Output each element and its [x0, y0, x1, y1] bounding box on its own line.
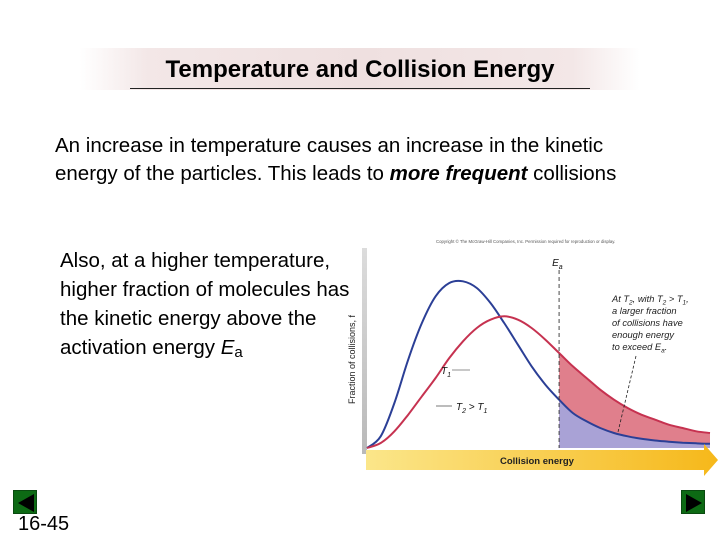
annotation-dashed-pointer — [617, 355, 637, 433]
t1-label-t: T — [441, 366, 448, 377]
intro-emphasis: more frequent — [389, 162, 528, 185]
activation-paragraph: Also, at a higher temperature, higher fr… — [60, 246, 350, 367]
t2-label-rest-sub: 1 — [484, 408, 488, 415]
triangle-right-icon — [686, 494, 702, 512]
annotation-text-segment: , — [686, 294, 689, 304]
curve-t1 — [366, 279, 711, 449]
chart-copyright: Copyright © The McGraw-Hill Companies, I… — [436, 239, 615, 244]
title-underline — [130, 88, 590, 89]
collision-energy-chart: Copyright © The McGraw-Hill Companies, I… — [347, 239, 718, 476]
next-slide-button[interactable] — [681, 490, 705, 514]
curve-t2 — [366, 315, 711, 449]
annotation-text-segment: to exceed E — [612, 342, 662, 352]
y-axis-label: Fraction of collisions, f — [347, 314, 357, 404]
annotation-text: At T2, with T2 > T1,a larger fractionof … — [611, 294, 689, 355]
ea-label-sub: a — [559, 264, 563, 271]
intro-text-1: An increase in temperature causes an inc… — [55, 134, 604, 185]
annotation-text-segment: At T — [611, 294, 630, 304]
activation-energy-label: Ea — [552, 258, 563, 271]
curve-lines — [366, 279, 711, 449]
annotation-line: a larger fraction — [612, 306, 677, 316]
t2-label-t: T — [456, 402, 463, 413]
annotation-text-segment: , with T — [633, 294, 664, 304]
annotation-text-segment: > T — [666, 294, 684, 304]
activation-subscript: a — [234, 344, 243, 361]
annotation-line: enough energy — [612, 330, 675, 340]
annotation-subscript: 2 — [628, 300, 633, 307]
annotation-text-segment: a larger fraction — [612, 306, 677, 316]
t2-label-rest: > T — [466, 402, 484, 413]
annotation-line: to exceed Ea. — [612, 342, 667, 355]
annotation-subscript: 1 — [683, 300, 687, 307]
y-axis-bar — [362, 248, 367, 454]
annotation-text-segment: . — [665, 342, 668, 352]
activation-symbol: E — [220, 336, 235, 359]
t2-curve-label: T2 > T1 — [456, 402, 488, 415]
x-axis-arrow — [366, 444, 718, 476]
annotation-subscript: 2 — [662, 300, 667, 307]
annotation-line: At T2, with T2 > T1, — [611, 294, 689, 307]
shaded-areas — [559, 353, 710, 448]
slide-number: 16-45 — [18, 513, 70, 535]
t1-curve-label: T1 — [441, 366, 451, 379]
t1-label-sub: 1 — [447, 372, 451, 379]
ea-label-e: E — [552, 258, 559, 269]
annotation-subscript: a — [661, 348, 665, 355]
intro-text-2: collisions — [527, 162, 617, 185]
intro-paragraph: An increase in temperature causes an inc… — [55, 132, 655, 188]
shaded-tail-t2 — [559, 353, 710, 448]
slide-title: Temperature and Collision Energy — [165, 56, 555, 83]
title-band — [80, 48, 640, 90]
previous-slide-button[interactable] — [13, 490, 37, 514]
t2-label-sub: 2 — [461, 408, 466, 415]
x-axis-label: Collision energy — [500, 456, 575, 467]
activation-text: Also, at a higher temperature, higher fr… — [60, 249, 350, 359]
annotation-text-segment: enough energy — [612, 330, 675, 340]
annotation-line: of collisions have — [612, 318, 683, 328]
shaded-tail-t1 — [559, 399, 710, 448]
triangle-left-icon — [18, 494, 34, 512]
annotation-text-segment: of collisions have — [612, 318, 683, 328]
